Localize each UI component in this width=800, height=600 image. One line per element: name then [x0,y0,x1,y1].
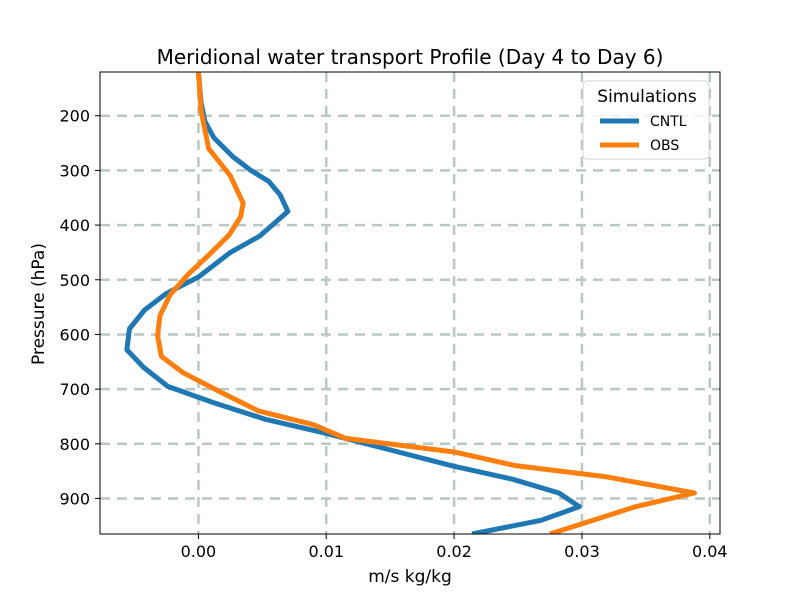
x-axis-ticks: 0.00 0.01 0.02 0.03 0.04 [181,534,728,561]
x-tick-label: 0.01 [308,542,344,561]
y-tick-label: 500 [59,271,90,290]
x-axis-label: m/s kg/kg [368,567,452,587]
series-line-cntl [124,72,582,534]
y-tick-label: 700 [59,380,90,399]
x-tick-label: 0.02 [436,542,472,561]
legend-label-obs: OBS [650,138,679,154]
y-tick-label: 900 [59,489,90,508]
legend: Simulations CNTL OBS [582,80,710,160]
plot-series [124,72,697,534]
grid [100,72,720,534]
x-tick-label: 0.04 [692,542,728,561]
chart-title: Meridional water transport Profile (Day … [157,45,664,69]
plot-frame [99,71,721,535]
y-axis-label: Pressure (hPa) [29,243,49,365]
y-tick-label: 800 [59,435,90,454]
y-tick-label: 400 [59,216,90,235]
y-axis-ticks: 200 300 400 500 600 700 800 900 [59,107,100,508]
series-line-obs [155,72,697,534]
y-tick-label: 300 [59,161,90,180]
legend-label-cntl: CNTL [650,114,687,130]
x-tick-label: 0.00 [181,542,217,561]
y-tick-label: 600 [59,325,90,344]
y-tick-label: 200 [59,107,90,126]
legend-box [582,80,710,160]
legend-title: Simulations [597,87,697,107]
x-tick-label: 0.03 [564,542,600,561]
